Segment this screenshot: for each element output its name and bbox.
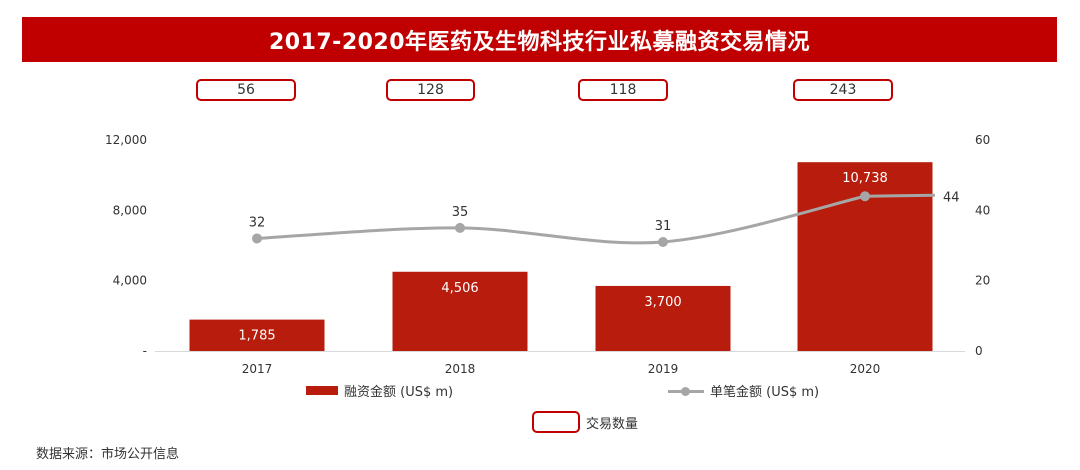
legend-bar-swatch bbox=[306, 386, 338, 395]
bar bbox=[797, 162, 933, 351]
line-series bbox=[256, 193, 936, 245]
line-value-label: 44 bbox=[943, 190, 960, 205]
legend-line: 单笔金额 (US$ m) bbox=[668, 381, 819, 400]
legend-bar-label: 融资金额 (US$ m) bbox=[344, 385, 454, 400]
bar-value-label: 1,785 bbox=[238, 329, 275, 344]
legend-deals-label: 交易数量 bbox=[586, 416, 639, 432]
legend-line-swatch bbox=[668, 386, 704, 396]
bar bbox=[392, 271, 528, 351]
line-point bbox=[658, 236, 668, 247]
line-point bbox=[455, 222, 465, 233]
y-right-tick-label: 20 bbox=[975, 274, 990, 288]
line-point bbox=[252, 233, 262, 244]
line-point bbox=[860, 191, 870, 202]
x-tick-label: 2020 bbox=[850, 362, 881, 376]
deal-count-box: 118 bbox=[578, 79, 668, 101]
x-tick-label: 2017 bbox=[242, 362, 273, 376]
deal-count-box: 56 bbox=[196, 79, 296, 101]
line-value-label: 32 bbox=[249, 215, 266, 230]
bar-value-label: 4,506 bbox=[441, 281, 478, 296]
deal-count-label: 118 bbox=[609, 82, 637, 98]
deal-count-box: 243 bbox=[793, 79, 893, 101]
x-tick-label: 2018 bbox=[445, 362, 476, 376]
legend-deals: 交易数量 bbox=[532, 411, 638, 433]
deal-count-label: 128 bbox=[417, 82, 444, 98]
y-left-tick-label: 12,000 bbox=[105, 133, 147, 147]
source-note: 数据来源：市场公开信息 bbox=[36, 447, 180, 462]
legend-bar: 融资金额 (US$ m) bbox=[306, 381, 453, 400]
x-tick-label: 2019 bbox=[648, 362, 679, 376]
y-left-tick-label: 4,000 bbox=[113, 274, 147, 288]
title-bar: 2017-2020年医药及生物科技行业私募融资交易情况 bbox=[22, 17, 1057, 62]
y-left-tick-label: - bbox=[143, 344, 147, 358]
y-right-tick-label: 40 bbox=[975, 203, 990, 217]
line-value-label: 35 bbox=[452, 205, 469, 220]
deal-count-label: 243 bbox=[829, 82, 857, 98]
bar-value-label: 3,700 bbox=[644, 295, 681, 310]
bar-value-label: 10,738 bbox=[842, 171, 888, 186]
deal-count-label: 56 bbox=[237, 82, 255, 98]
chart-title: 2017-2020年医药及生物科技行业私募融资交易情况 bbox=[268, 29, 811, 55]
deal-count-box: 128 bbox=[386, 79, 475, 101]
line-value-label: 31 bbox=[655, 219, 672, 234]
bar bbox=[189, 319, 325, 351]
legend-box-swatch bbox=[532, 411, 580, 433]
legend-line-label: 单笔金额 (US$ m) bbox=[710, 385, 820, 400]
y-left-tick-label: 8,000 bbox=[113, 203, 147, 217]
y-right-tick-label: 60 bbox=[975, 133, 990, 147]
bar bbox=[595, 285, 731, 351]
y-right-tick-label: 0 bbox=[975, 344, 983, 358]
